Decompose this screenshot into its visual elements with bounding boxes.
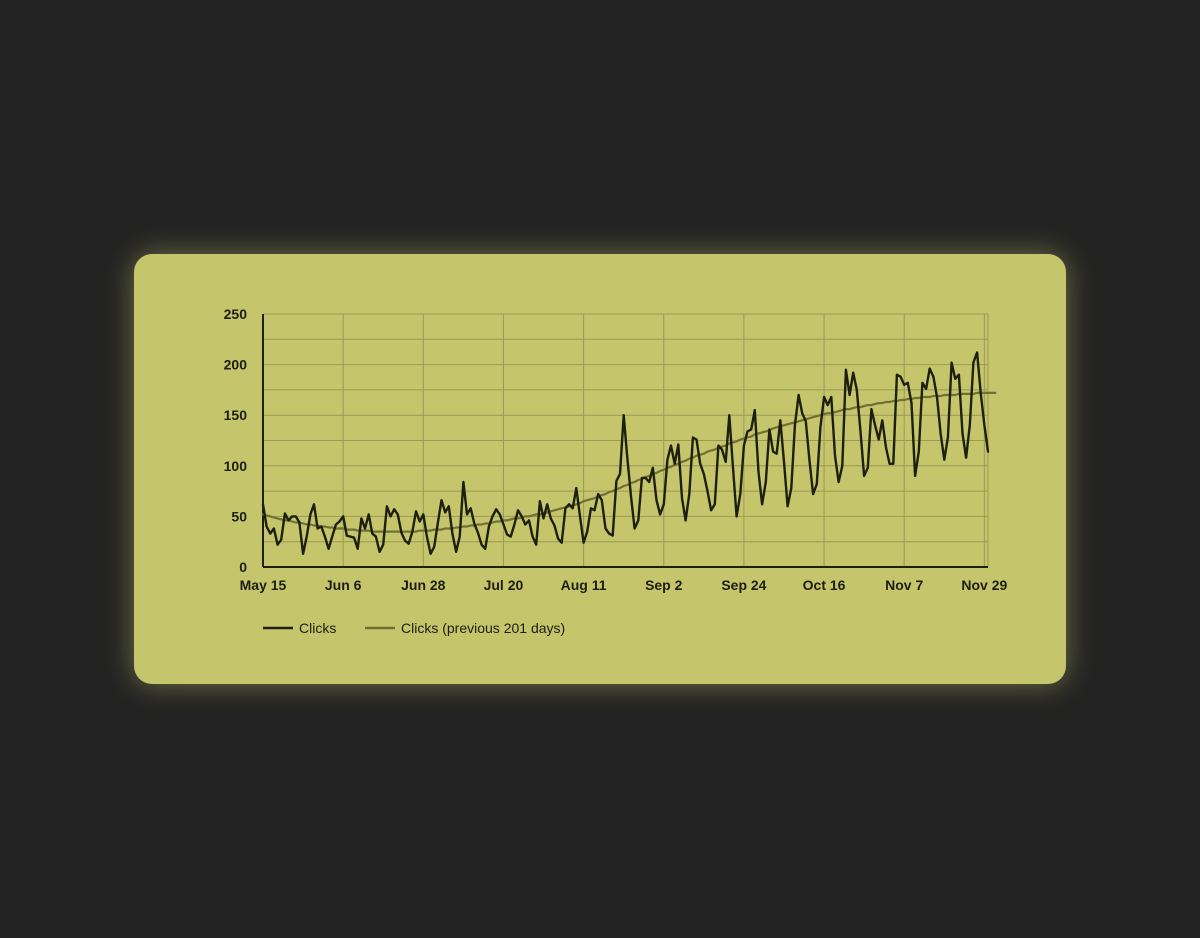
y-tick-label: 150 <box>224 407 248 423</box>
chart-card: 0 50 100 150 200 250 May 15 Jun 6 Jun 28 Jul 20 A… <box>134 254 1066 684</box>
legend[interactable]: Clicks Clicks (previous 201 days) <box>263 620 565 636</box>
x-tick-label: Jun 6 <box>325 577 362 593</box>
x-tick-label: Sep 24 <box>721 577 766 593</box>
x-tick-label: Sep 2 <box>645 577 683 593</box>
legend-label-clicks-previous[interactable]: Clicks (previous 201 days) <box>401 620 565 636</box>
clicks-line <box>261 351 990 555</box>
x-tick-label: Aug 11 <box>561 577 607 593</box>
y-tick-label: 0 <box>239 559 247 575</box>
x-tick-label: Jul 20 <box>484 577 524 593</box>
legend-label-clicks[interactable]: Clicks <box>299 620 336 636</box>
x-tick-label: May 15 <box>240 577 287 593</box>
clicks-previous-line <box>261 391 997 533</box>
x-tick-label: Jun 28 <box>401 577 446 593</box>
x-tick-label: Oct 16 <box>803 577 846 593</box>
series-lines <box>261 351 997 555</box>
axes <box>262 314 988 568</box>
y-tick-label: 100 <box>224 458 248 474</box>
y-tick-label: 200 <box>224 357 248 373</box>
line-chart: 0 50 100 150 200 250 May 15 Jun 6 Jun 28 Jul 20 A… <box>224 306 1008 636</box>
y-tick-label: 50 <box>231 508 247 524</box>
x-tick-label: Nov 7 <box>885 577 923 593</box>
y-axis-ticks: 0 50 100 150 200 250 <box>224 306 248 575</box>
x-tick-label: Nov 29 <box>961 577 1007 593</box>
y-tick-label: 250 <box>224 306 248 322</box>
x-axis-ticks: May 15 Jun 6 Jun 28 Jul 20 Aug 11 Sep 2 Sep 24… <box>240 577 1008 593</box>
